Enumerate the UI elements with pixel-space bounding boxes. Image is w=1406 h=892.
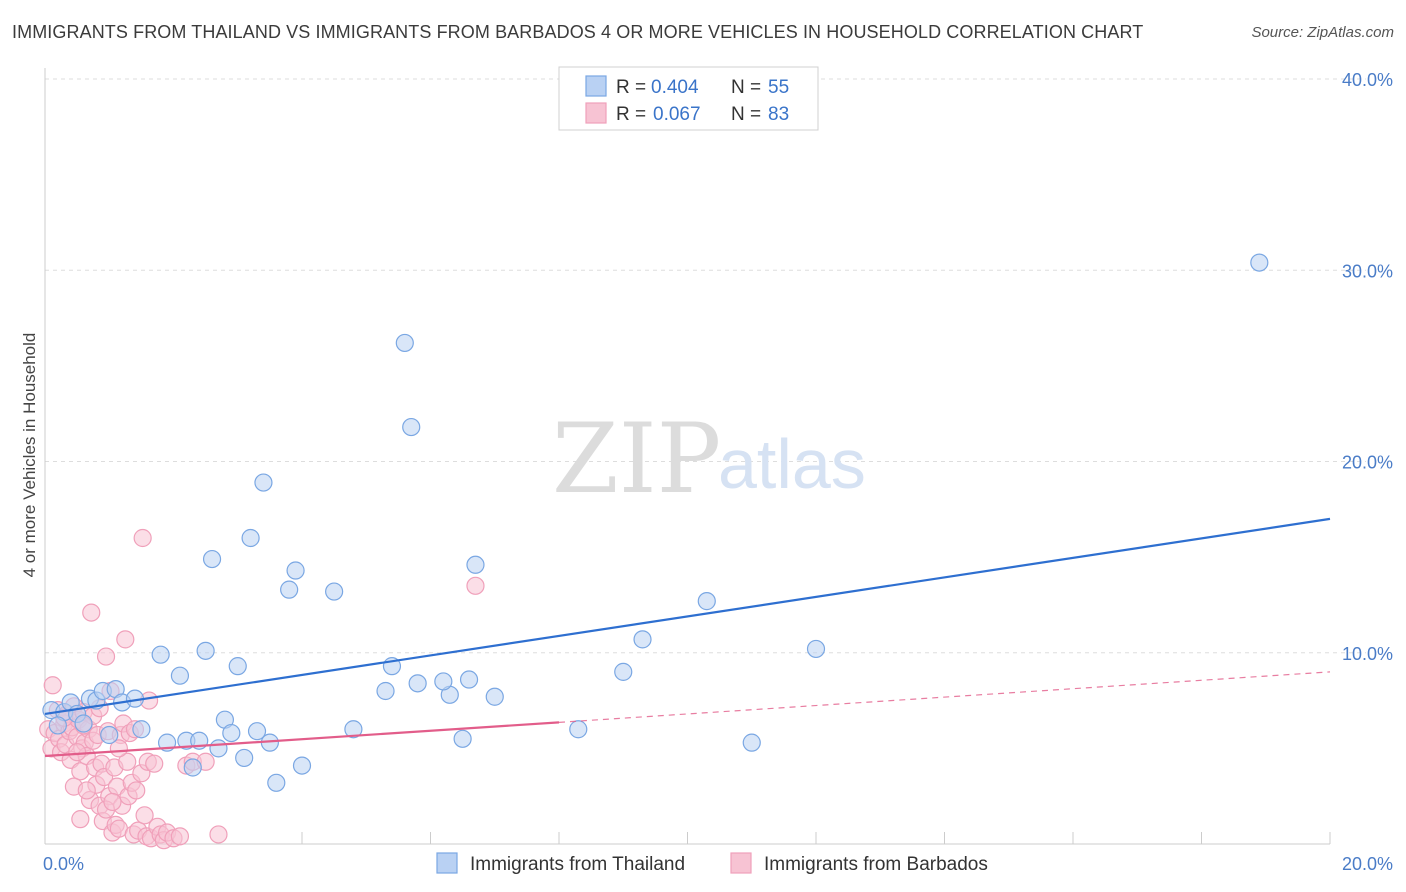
barbados-point xyxy=(82,603,101,622)
barbados-point xyxy=(127,781,146,800)
thailand-point xyxy=(235,748,254,768)
stats-n-value-barbados: 83 xyxy=(768,104,789,125)
thailand-point xyxy=(286,561,305,580)
thailand-point xyxy=(806,639,826,659)
watermark-zip: ZIP xyxy=(552,403,721,515)
thailand-point xyxy=(402,417,421,437)
thailand-point xyxy=(395,333,414,353)
stats-r-label-barbados: R = xyxy=(616,104,646,125)
stats-n-label-barbados: N = xyxy=(731,104,761,125)
barbados-point xyxy=(209,825,228,844)
legend-swatch-barbados xyxy=(730,852,752,874)
thailand-point xyxy=(254,473,273,492)
thailand-trend-line xyxy=(44,517,1331,716)
barbados-point xyxy=(96,647,116,666)
thailand-point xyxy=(247,722,267,741)
barbados-point xyxy=(71,810,90,829)
stats-swatch-thailand xyxy=(585,75,607,97)
thailand-point xyxy=(1250,253,1269,272)
thailand-point xyxy=(292,756,312,775)
thailand-point xyxy=(614,662,633,681)
tick-labels: 10.0% 20.0% 30.0% 40.0% 0.0% 20.0% xyxy=(43,70,1393,874)
thailand-point xyxy=(151,645,170,664)
legend-label-barbados: Immigrants from Barbados xyxy=(764,854,988,875)
thailand-point xyxy=(697,592,716,611)
trend-lines xyxy=(44,517,1331,758)
thailand-point xyxy=(241,528,260,548)
series-thailand-points xyxy=(42,253,1269,792)
thailand-point xyxy=(267,773,286,792)
barbados-point xyxy=(133,528,152,548)
y-tick-label: 40.0% xyxy=(1342,70,1393,90)
barbados-point xyxy=(109,739,128,758)
series-legend: Immigrants from Thailand Immigrants from… xyxy=(436,852,988,875)
barbados-point xyxy=(116,630,135,649)
thailand-point xyxy=(48,716,67,735)
chart-source: Source: ZipAtlas.com xyxy=(1251,24,1394,41)
barbados-point xyxy=(466,576,485,595)
barbados-point xyxy=(145,754,164,773)
x-tick-label: 20.0% xyxy=(1342,854,1393,874)
thailand-point xyxy=(209,739,228,758)
barbados-point xyxy=(135,806,154,825)
thailand-point xyxy=(459,670,479,689)
legend-swatch-thailand xyxy=(436,852,458,874)
stats-r-label-thailand: R = xyxy=(616,77,646,98)
barbados-trend-line-extension xyxy=(558,671,1331,723)
barbados-point xyxy=(118,752,137,771)
thailand-point xyxy=(183,758,202,777)
thailand-point xyxy=(280,580,299,599)
stats-legend: R = 0.404 N = 55 R = 0.067 N = 83 xyxy=(558,66,819,131)
watermark-atlas: atlas xyxy=(718,425,866,503)
y-tick-label: 30.0% xyxy=(1342,261,1393,281)
thailand-point xyxy=(466,555,485,574)
thailand-point xyxy=(344,720,363,739)
thailand-point xyxy=(100,725,119,745)
thailand-point xyxy=(170,666,190,685)
legend-label-thailand: Immigrants from Thailand xyxy=(470,854,685,875)
thailand-point xyxy=(325,582,344,601)
watermark: ZIP atlas xyxy=(552,403,866,515)
barbados-point xyxy=(170,827,190,846)
stats-n-value-thailand: 55 xyxy=(768,77,789,98)
y-tick-label: 20.0% xyxy=(1342,453,1393,473)
x-tick-label: 0.0% xyxy=(43,854,84,874)
thailand-point xyxy=(222,723,241,743)
gridlines xyxy=(45,78,1366,654)
barbados-point xyxy=(43,676,62,695)
barbados-point xyxy=(68,743,87,762)
chart-title: IMMIGRANTS FROM THAILAND VS IMMIGRANTS F… xyxy=(12,22,1144,42)
thailand-point xyxy=(74,714,93,733)
thailand-point xyxy=(453,729,472,748)
thailand-point xyxy=(434,672,453,691)
stats-swatch-barbados xyxy=(585,102,607,124)
barbados-point xyxy=(103,792,122,812)
thailand-point xyxy=(742,733,761,752)
thailand-point xyxy=(202,549,222,569)
thailand-point xyxy=(376,681,395,701)
y-tick-label: 10.0% xyxy=(1342,644,1393,664)
barbados-point xyxy=(77,781,96,800)
stats-r-value-thailand: 0.404 xyxy=(651,77,699,98)
barbados-trend-line xyxy=(44,721,560,758)
thailand-point xyxy=(633,630,652,649)
thailand-point xyxy=(132,720,151,739)
thailand-point xyxy=(485,687,504,706)
stats-r-value-barbados: 0.067 xyxy=(653,104,701,125)
thailand-point xyxy=(569,720,588,739)
stats-n-label-thailand: N = xyxy=(731,77,761,98)
thailand-point xyxy=(228,657,247,676)
thailand-point xyxy=(196,641,215,660)
thailand-point xyxy=(408,674,427,693)
